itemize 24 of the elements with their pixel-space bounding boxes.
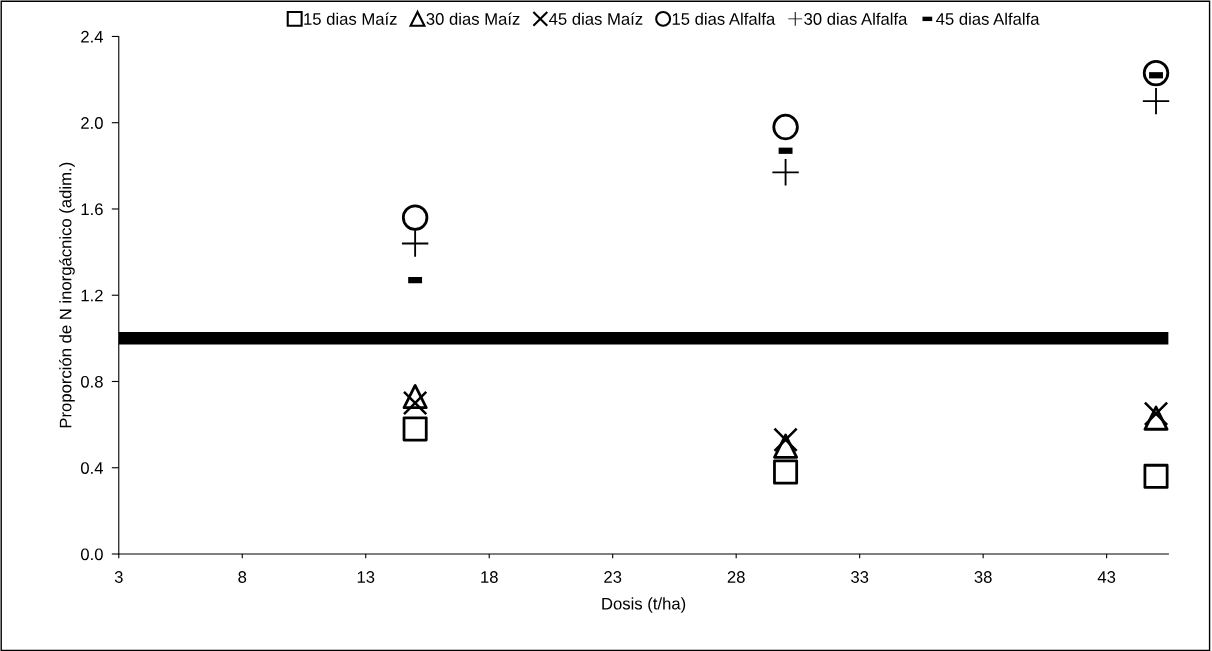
y-tick-label: 1.6: [81, 203, 103, 216]
y-tick-label: 2.4: [81, 30, 104, 43]
x-tick-label: 28: [727, 571, 745, 583]
y-tick-label: 2.0: [81, 117, 103, 129]
x-tick-label: 33: [851, 571, 869, 583]
x-tick-label: 13: [357, 571, 375, 583]
x-tick-label: 23: [604, 571, 622, 583]
x-tick-label: 38: [974, 571, 992, 583]
legend-label: 30 dias Alfalfa: [804, 12, 908, 25]
y-tick-label: 0.4: [80, 462, 104, 474]
x-tick-label: 8: [238, 571, 247, 583]
y-tick-label: 0.0: [80, 548, 103, 561]
x-tick-label: 18: [481, 571, 498, 583]
legend-label: 30 dias Maíz: [426, 12, 520, 25]
x-axis-title: Dosis (t/ha): [602, 597, 686, 613]
y-axis-title: Proporción de N inorgácnico (adim.): [59, 162, 75, 428]
legend-label: 45 dias Alfalfa: [936, 12, 1040, 25]
x-tick-label: 3: [114, 571, 123, 583]
y-tick-label: 1.2: [81, 289, 103, 302]
legend-label: 15 dias Maíz: [304, 12, 397, 25]
legend-label: 45 dias Maíz: [549, 12, 643, 25]
x-tick-label: 43: [1097, 571, 1116, 583]
legend-label: 15 dias Alfalfa: [672, 12, 776, 25]
y-tick-label: 0.8: [80, 375, 103, 388]
